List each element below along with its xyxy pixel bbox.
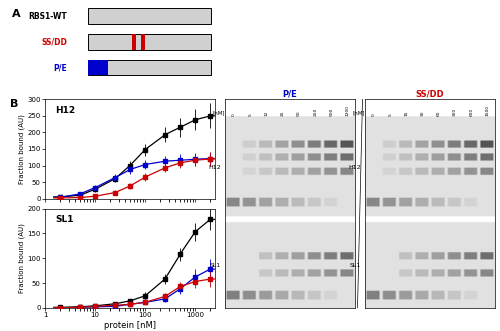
Bar [88,8,211,24]
Bar [88,60,108,75]
Text: 25: 25 [280,110,284,116]
X-axis label: protein [nM]: protein [nM] [104,321,156,330]
Text: H12: H12 [348,165,361,170]
Title: P/E: P/E [282,89,298,99]
Text: [nM]: [nM] [212,111,225,116]
Text: SL1: SL1 [350,263,361,268]
Text: 600: 600 [470,108,474,116]
Text: P/E: P/E [54,63,68,72]
Text: 15: 15 [404,110,408,116]
Text: 250: 250 [313,107,317,116]
Text: [nM]: [nM] [352,111,365,116]
Text: RBS1-WT: RBS1-WT [28,12,68,21]
Bar [141,34,145,50]
Text: 1500: 1500 [486,105,490,116]
Text: 60: 60 [437,110,441,116]
Text: A: A [12,9,20,19]
Text: SL1: SL1 [55,215,74,224]
Y-axis label: Fraction bound (AU): Fraction bound (AU) [18,223,25,293]
Text: 0: 0 [372,113,376,116]
Bar [88,60,211,75]
Text: H12: H12 [208,165,221,170]
Bar [88,34,211,50]
Bar [132,34,136,50]
Text: 5: 5 [248,113,252,116]
Text: 5: 5 [388,113,392,116]
Text: H12: H12 [55,106,76,115]
Text: SL1: SL1 [210,263,221,268]
Text: 50: 50 [297,110,301,116]
Text: 300: 300 [453,108,457,116]
Text: 12: 12 [264,110,268,116]
Text: 500: 500 [330,107,334,116]
Text: 1200: 1200 [346,105,350,116]
Text: SS/DD: SS/DD [42,37,68,46]
Y-axis label: Fraction bound (AU): Fraction bound (AU) [18,114,25,184]
Text: 0: 0 [232,113,236,116]
Text: 30: 30 [420,110,424,116]
Text: B: B [10,99,18,109]
Title: SS/DD: SS/DD [416,89,444,99]
